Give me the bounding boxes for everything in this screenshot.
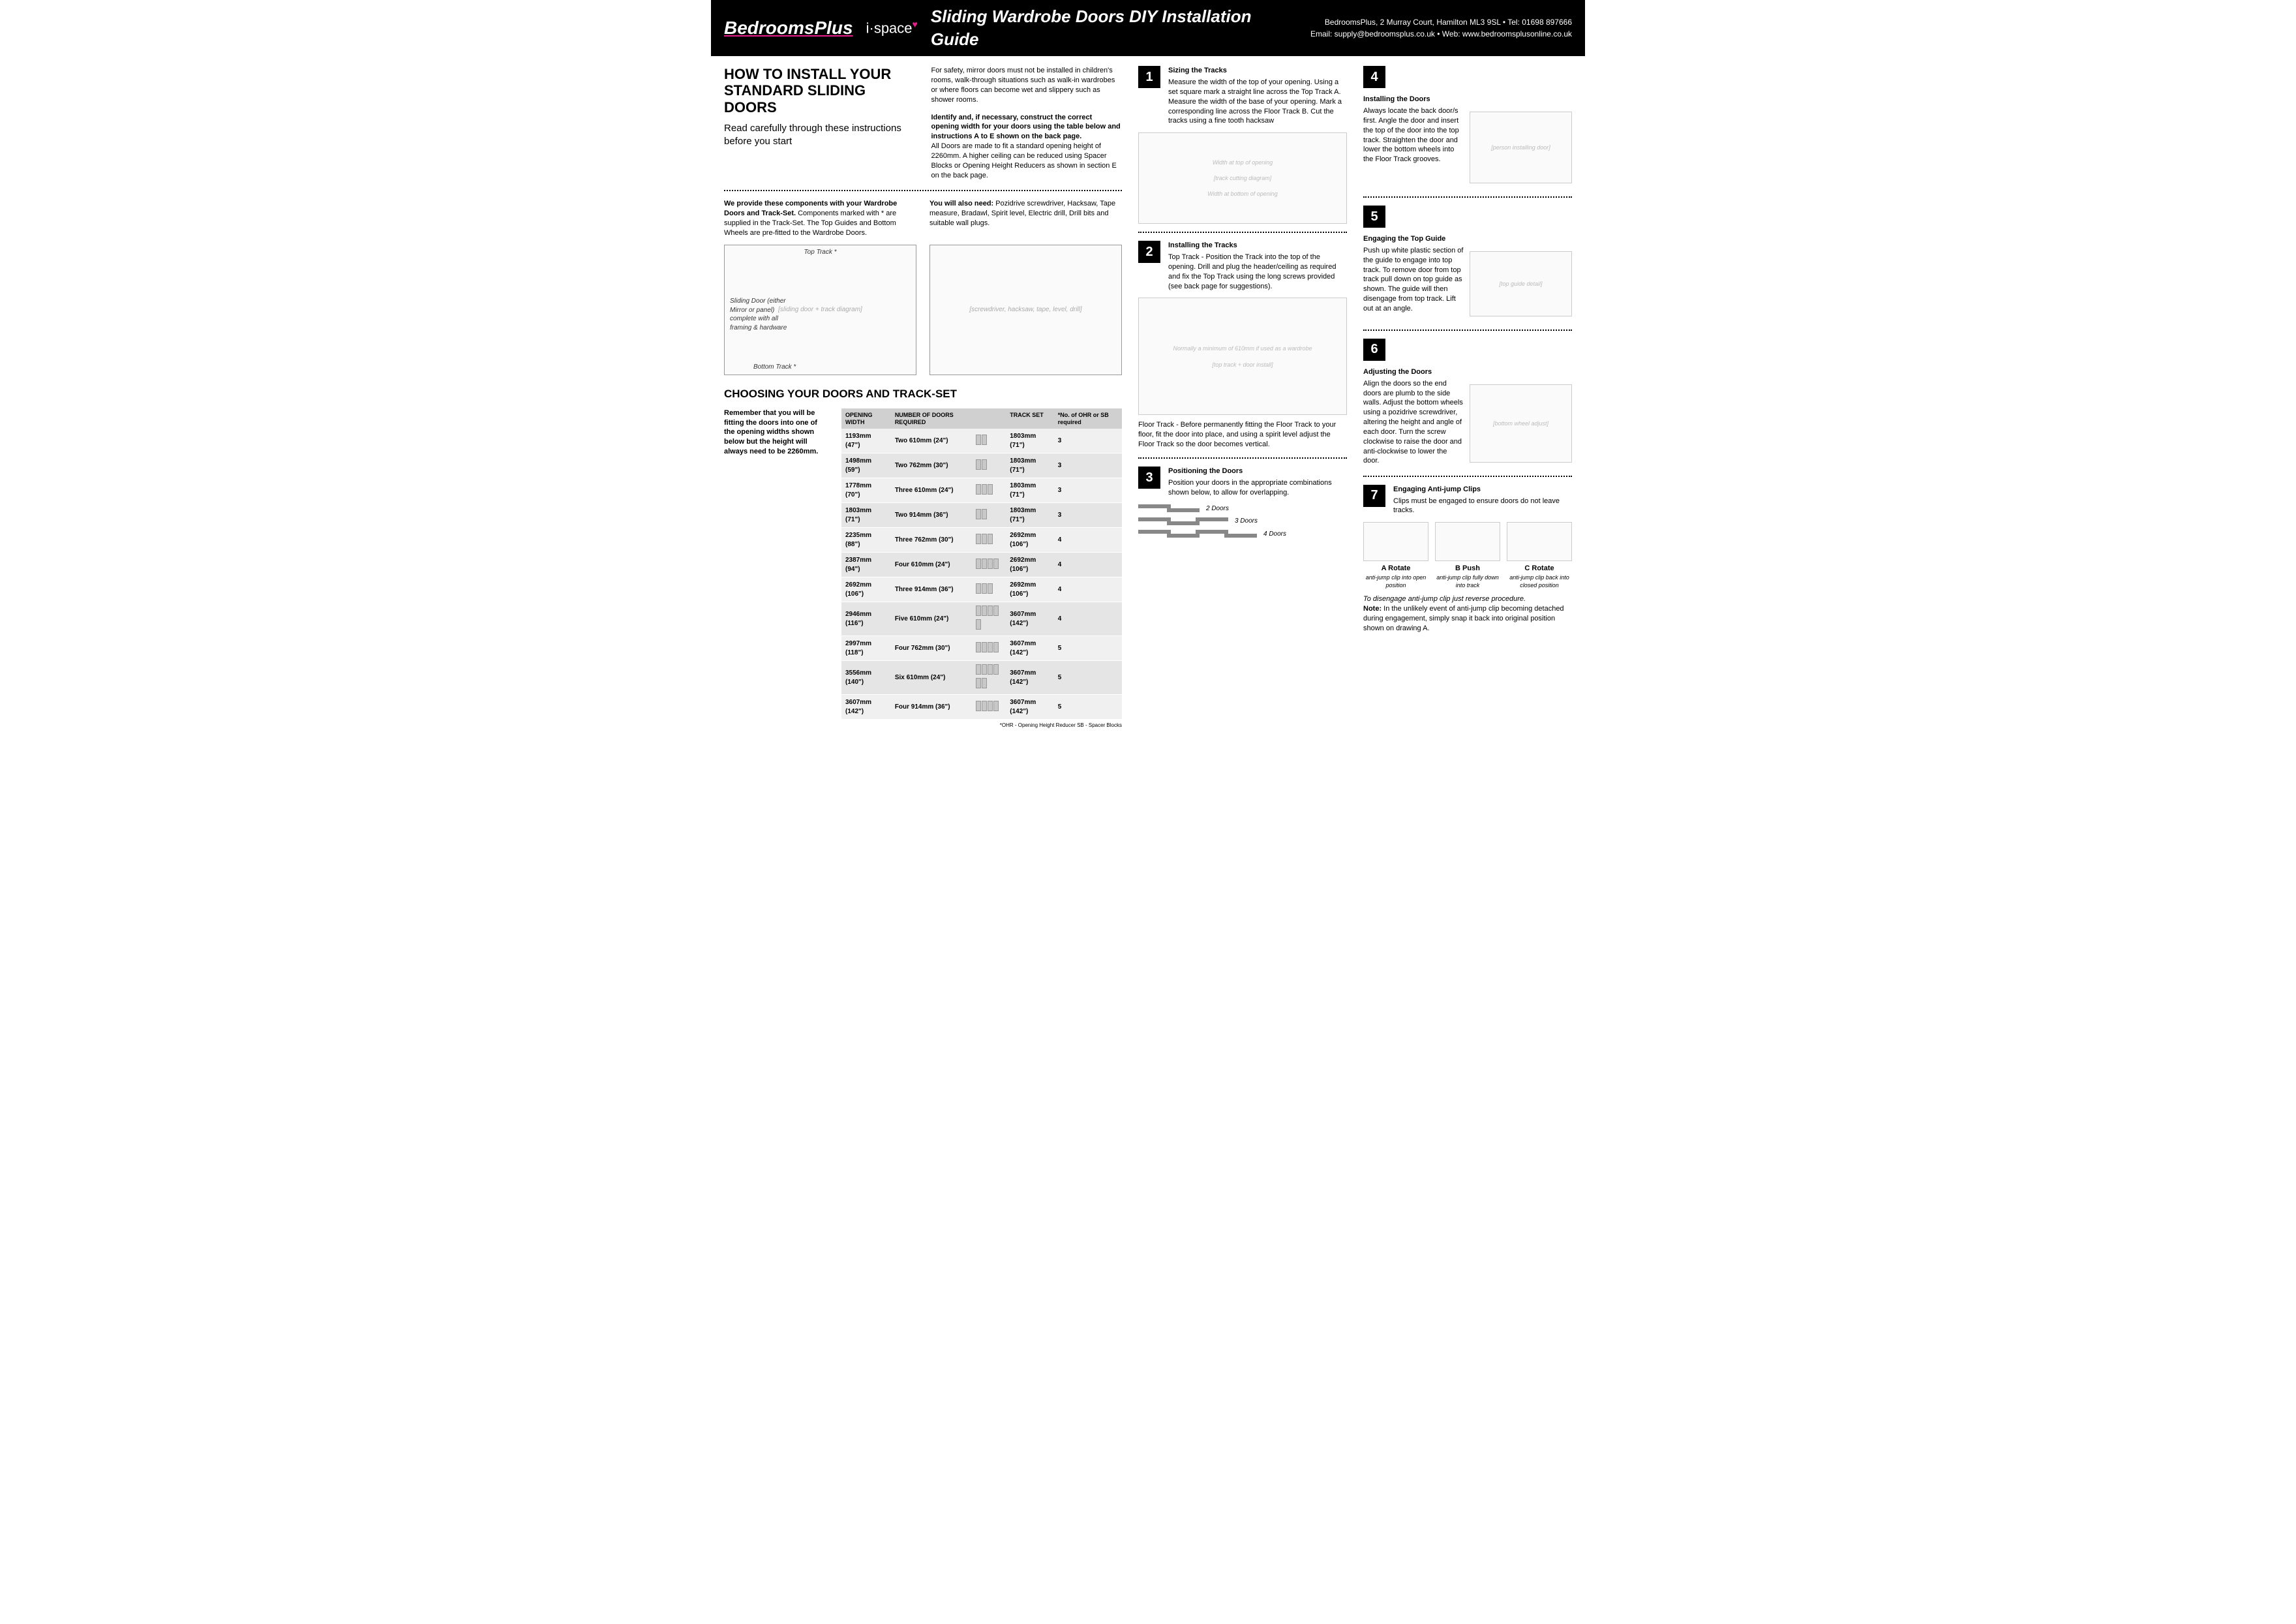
step-1-body: Measure the width of the top of your ope… (1168, 78, 1347, 126)
step-4-title: Installing the Doors (1363, 95, 1572, 104)
step-7-title: Engaging Anti-jump Clips (1393, 485, 1572, 495)
header-bar: BedroomsPlus i·space♥ Sliding Wardrobe D… (711, 0, 1585, 56)
clip-note: Note: In the unlikely event of anti-jump… (1363, 604, 1572, 634)
step-6-body: Align the doors so the end doors are plu… (1363, 379, 1464, 468)
step-4-body: Always locate the back door/s first. Ang… (1363, 106, 1464, 189)
step-7-num: 7 (1363, 485, 1385, 507)
tools-text: You will also need: Pozidrive screwdrive… (929, 199, 1122, 237)
main-heading: HOW TO INSTALL YOUR STANDARD SLIDING DOO… (724, 66, 915, 115)
step-2-body: Top Track - Position the Track into the … (1168, 253, 1347, 291)
step-2-num: 2 (1138, 241, 1160, 263)
step-7-body: Clips must be engaged to ensure doors do… (1393, 497, 1572, 516)
step-1-title: Sizing the Tracks (1168, 66, 1347, 76)
header-title: Sliding Wardrobe Doors DIY Installation … (931, 5, 1297, 51)
header-contact: BedroomsPlus, 2 Murray Court, Hamilton M… (1310, 16, 1572, 40)
step-5-diagram: [top guide detail] (1470, 251, 1572, 316)
step-6-title: Adjusting the Doors (1363, 367, 1572, 377)
choosing-heading: CHOOSING YOUR DOORS AND TRACK-SET (724, 387, 1122, 402)
opening-text: Identify and, if necessary, construct th… (931, 113, 1123, 181)
step-1-diagram: Width at top of opening[track cutting di… (1138, 132, 1347, 224)
logo-bedroomsplus: BedroomsPlus (724, 16, 853, 40)
disengage-text: To disengage anti-jump clip just reverse… (1363, 594, 1572, 604)
table-note: Remember that you will be fitting the do… (724, 408, 828, 720)
safety-text: For safety, mirror doors must not be ins… (931, 66, 1123, 104)
step-1-num: 1 (1138, 66, 1160, 88)
tools-diagram: [screwdriver, hacksaw, tape, level, dril… (929, 245, 1122, 375)
sizing-table: OPENING WIDTHNUMBER OF DOORS REQUIREDTRA… (841, 408, 1122, 720)
components-text: We provide these components with your Wa… (724, 199, 916, 237)
step-2-title: Installing the Tracks (1168, 241, 1347, 251)
step-5-title: Engaging the Top Guide (1363, 234, 1572, 244)
step-5-num: 5 (1363, 206, 1385, 228)
door-diagram: Top Track * Sliding Door (either Mirror … (724, 245, 916, 375)
step-5-body: Push up white plastic section of the gui… (1363, 246, 1464, 322)
step-3-num: 3 (1138, 467, 1160, 489)
step-4-diagram: [person installing door] (1470, 112, 1572, 183)
step-3-body: Position your doors in the appropriate c… (1168, 478, 1347, 498)
step-2-diagram: Normally a minimum of 610mm if used as a… (1138, 298, 1347, 415)
step-4-num: 4 (1363, 66, 1385, 88)
table-footnote: *OHR - Opening Height Reducer SB - Space… (724, 722, 1122, 729)
sub-heading: Read carefully through these instruction… (724, 122, 915, 149)
clips-row: A Rotateanti-jump clip into open positio… (1363, 522, 1572, 589)
logo-ispace: i·space♥ (866, 18, 918, 38)
floor-track-text: Floor Track - Before permanently fitting… (1138, 420, 1347, 450)
step-6-diagram: [bottom wheel adjust] (1470, 384, 1572, 463)
overlap-diagram: 2 Doors 3 Doors 4 Doors (1138, 504, 1347, 539)
step-6-num: 6 (1363, 339, 1385, 361)
step-3-title: Positioning the Doors (1168, 467, 1347, 476)
